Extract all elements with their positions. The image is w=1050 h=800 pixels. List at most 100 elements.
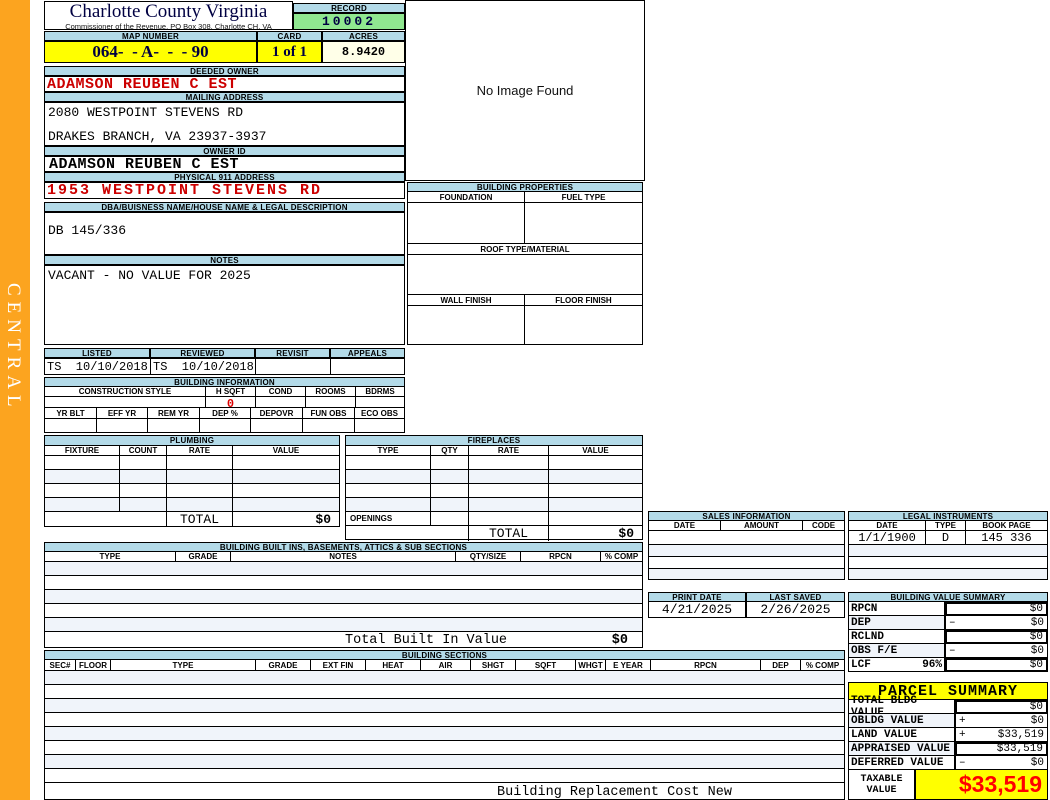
built-ins-row (44, 576, 643, 590)
building-sections-title: BUILDING SECTIONS (44, 650, 845, 660)
appeals-label: APPEALS (330, 348, 405, 358)
roof-type-label: ROOF TYPE/MATERIAL (407, 244, 643, 255)
print-date-label: PRINT DATE (648, 592, 746, 602)
dba-value: DB 145/336 (48, 223, 127, 238)
empty-cell (355, 419, 404, 432)
legal-book-page: 145 336 (981, 531, 1032, 545)
empty-cell (167, 456, 233, 469)
empty-cell (45, 470, 120, 483)
empty-cell (148, 419, 200, 432)
building-sections-row (44, 741, 845, 755)
value-summary-row: OBS F/E – $0 (848, 644, 1048, 658)
dba-box[interactable]: DB 145/336 (44, 212, 405, 255)
rooms-value (306, 397, 356, 411)
rpcn-value: $0 (1029, 603, 1043, 615)
empty-cell (549, 470, 642, 483)
deeded-owner-value[interactable]: ADAMSON REUBEN C EST (44, 76, 405, 92)
notes-box[interactable]: VACANT - NO VALUE FOR 2025 (44, 265, 405, 345)
mailing-line1: 2080 WESTPOINT STEVENS RD (48, 105, 244, 120)
legal-row (848, 557, 1048, 569)
card-value[interactable]: 1 of 1 (257, 41, 322, 63)
legal-title: LEGAL INSTRUMENTS (848, 511, 1048, 521)
building-replacement-label: Building Replacement Cost New (497, 785, 732, 800)
physical-address-value[interactable]: 1953 WESTPOINT STEVENS RD (44, 182, 405, 199)
empty-cell (346, 470, 431, 483)
building-info-values-row1[interactable]: 0 (44, 397, 405, 411)
fireplaces-title: FIREPLACES (345, 435, 643, 446)
reviewed-label: REVIEWED (150, 348, 255, 358)
roof-type-box[interactable] (407, 255, 643, 295)
construction-style-value (45, 397, 206, 411)
value-summary-row: DEP – $0 (848, 616, 1048, 630)
legal-header-row: DATE TYPE BOOK PAGE (848, 521, 1048, 531)
acres-value[interactable]: 8.9420 (322, 41, 405, 63)
fireplaces-total-row: TOTAL $0 (345, 526, 643, 541)
review-values-row[interactable]: TS 10/10/2018 TS 10/10/2018 (44, 358, 405, 375)
foundation-box[interactable] (407, 203, 525, 244)
built-ins-row (44, 562, 643, 576)
building-sections-footer-row: Building Replacement Cost New (44, 783, 845, 800)
built-ins-total-value: $0 (611, 633, 628, 648)
empty-cell (45, 512, 167, 527)
fireplaces-row (345, 456, 643, 470)
commissioner-line: Commissioner of the Revenue, PO Box 308,… (65, 22, 272, 31)
legal-row (848, 545, 1048, 557)
mailing-line2: DRAKES BRANCH, VA 23937-3937 (48, 129, 267, 144)
rclnd-value: $0 (1029, 631, 1043, 643)
legal-row (848, 569, 1048, 580)
parcel-summary-row: TOTAL BLDG VALUE $0 (848, 695, 1048, 719)
last-saved-value: 2/26/2025 (746, 602, 845, 618)
sales-row (648, 557, 845, 569)
parcel-summary-row: DEFERRED VALUE – $0 (848, 756, 1048, 770)
building-info-header-row2: YR BLT EFF YR REM YR DEP % DEPOVR FUN OB… (44, 408, 405, 419)
empty-cell (120, 470, 167, 483)
wall-finish-box[interactable] (407, 306, 525, 345)
fireplaces-row (345, 484, 643, 498)
empty-cell (549, 498, 642, 511)
empty-cell (549, 456, 642, 469)
fuel-type-box[interactable] (524, 203, 643, 244)
map-number-value[interactable]: 064- - A- - - 90 (44, 41, 257, 63)
image-panel: No Image Found (405, 0, 645, 181)
building-info-header-row1: CONSTRUCTION STYLE H SQFT COND ROOMS BDR… (44, 387, 405, 397)
empty-cell (346, 484, 431, 497)
empty-cell (120, 484, 167, 497)
value-summary-row: RPCN $0 (848, 602, 1048, 616)
legal-row[interactable]: 1/1/1900 D 145 336 (848, 531, 1048, 545)
taxable-value: $33,519 (915, 770, 1048, 800)
physical-address-label: PHYSICAL 911 ADDRESS (44, 172, 405, 182)
record-value[interactable]: 10002 (293, 13, 405, 30)
owner-id-value[interactable]: ADAMSON REUBEN C EST (44, 156, 405, 172)
parcel-summary-row: LAND VALUE + $33,519 (848, 728, 1048, 742)
title-block: Charlotte County Virginia Commissioner o… (44, 1, 293, 31)
empty-cell (233, 456, 339, 469)
record-label: RECORD (293, 3, 405, 13)
plumbing-total-row: TOTAL $0 (44, 512, 340, 527)
empty-cell (549, 484, 642, 497)
empty-cell (431, 512, 469, 525)
mailing-address-box[interactable]: 2080 WESTPOINT STEVENS RD DRAKES BRANCH,… (44, 102, 405, 146)
empty-cell (431, 484, 469, 497)
plumbing-row (44, 484, 340, 498)
listed-label: LISTED (44, 348, 150, 358)
built-ins-title: BUILDING BUILT INS, BASEMENTS, ATTICS & … (44, 542, 643, 552)
building-sections-row (44, 755, 845, 769)
fireplaces-row (345, 498, 643, 512)
county-title: Charlotte County Virginia (69, 1, 268, 22)
floor-finish-box[interactable] (524, 306, 643, 345)
building-info-values-row2[interactable] (44, 419, 405, 433)
acres-label: ACRES (322, 31, 405, 41)
empty-cell (167, 498, 233, 511)
empty-cell (549, 512, 642, 525)
empty-cell (45, 456, 120, 469)
last-saved-label: LAST SAVED (746, 592, 845, 602)
region-label: CENTRAL (3, 283, 24, 413)
cond-value (256, 397, 306, 411)
parcel-summary-row: OBLDG VALUE + $0 (848, 714, 1048, 728)
built-ins-row (44, 618, 643, 632)
dba-label: DBA/BUISNESS NAME/HOUSE NAME & LEGAL DES… (44, 202, 405, 212)
print-date-value: 4/21/2025 (648, 602, 746, 618)
building-sections-row (44, 699, 845, 713)
fireplaces-openings-row: OPENINGS (345, 512, 643, 526)
empty-cell (45, 498, 120, 511)
